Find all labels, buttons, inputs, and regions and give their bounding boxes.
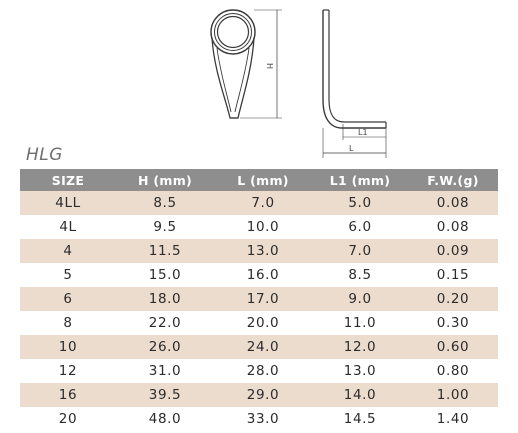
cell-l1: 14.5 <box>312 407 408 431</box>
table-row: 4LL 8.5 7.0 5.0 0.08 <box>20 191 498 215</box>
cell-size: 4L <box>20 215 116 239</box>
table-row: 16 39.5 29.0 14.0 1.00 <box>20 383 498 407</box>
cell-h: 18.0 <box>116 287 214 311</box>
h-dimension-label: H <box>265 63 274 69</box>
cell-fw: 0.08 <box>408 191 498 215</box>
header-size: SIZE <box>20 169 116 191</box>
cell-h: 11.5 <box>116 239 214 263</box>
cell-size: 10 <box>20 335 116 359</box>
table-row: 4 11.5 13.0 7.0 0.09 <box>20 239 498 263</box>
cell-h: 22.0 <box>116 311 214 335</box>
cell-h: 26.0 <box>116 335 214 359</box>
cell-size: 16 <box>20 383 116 407</box>
cell-l: 10.0 <box>214 215 312 239</box>
cell-fw: 0.20 <box>408 287 498 311</box>
cell-size: 6 <box>20 287 116 311</box>
table-row: 20 48.0 33.0 14.5 1.40 <box>20 407 498 431</box>
cell-fw: 0.60 <box>408 335 498 359</box>
table-row: 12 31.0 28.0 13.0 0.80 <box>20 359 498 383</box>
cell-l: 24.0 <box>214 335 312 359</box>
cell-h: 8.5 <box>116 191 214 215</box>
cell-l1: 8.5 <box>312 263 408 287</box>
table-row: 8 22.0 20.0 11.0 0.30 <box>20 311 498 335</box>
side-view <box>322 9 387 158</box>
l-dimension-label: L <box>349 144 354 153</box>
cell-size: 20 <box>20 407 116 431</box>
header-l: L (mm) <box>214 169 312 191</box>
cell-l1: 13.0 <box>312 359 408 383</box>
cell-fw: 1.40 <box>408 407 498 431</box>
cell-l1: 12.0 <box>312 335 408 359</box>
l1-dimension-label: L1 <box>358 128 368 137</box>
cell-l: 33.0 <box>214 407 312 431</box>
table-row: 5 15.0 16.0 8.5 0.15 <box>20 263 498 287</box>
table-row: 10 26.0 24.0 12.0 0.60 <box>20 335 498 359</box>
cell-h: 9.5 <box>116 215 214 239</box>
table-header-row: SIZE H (mm) L (mm) L1 (mm) F.W.(g) <box>20 169 498 191</box>
header-fw: F.W.(g) <box>408 169 498 191</box>
cell-l1: 6.0 <box>312 215 408 239</box>
cell-fw: 0.08 <box>408 215 498 239</box>
table-row: 6 18.0 17.0 9.0 0.20 <box>20 287 498 311</box>
cell-h: 15.0 <box>116 263 214 287</box>
guide-diagram: H L1 L <box>210 9 387 158</box>
cell-l: 16.0 <box>214 263 312 287</box>
cell-fw: 0.09 <box>408 239 498 263</box>
cell-l: 17.0 <box>214 287 312 311</box>
cell-fw: 1.00 <box>408 383 498 407</box>
cell-l1: 5.0 <box>312 191 408 215</box>
cell-l1: 7.0 <box>312 239 408 263</box>
cell-l1: 11.0 <box>312 311 408 335</box>
cell-size: 5 <box>20 263 116 287</box>
cell-l1: 9.0 <box>312 287 408 311</box>
cell-h: 31.0 <box>116 359 214 383</box>
cell-l: 20.0 <box>214 311 312 335</box>
cell-l: 28.0 <box>214 359 312 383</box>
header-h: H (mm) <box>116 169 214 191</box>
cell-l: 29.0 <box>214 383 312 407</box>
cell-size: 4LL <box>20 191 116 215</box>
cell-fw: 0.15 <box>408 263 498 287</box>
table-title: HLG <box>26 145 63 165</box>
header-l1: L1 (mm) <box>312 169 408 191</box>
front-view <box>210 9 282 119</box>
cell-l: 7.0 <box>214 191 312 215</box>
cell-h: 39.5 <box>116 383 214 407</box>
cell-size: 4 <box>20 239 116 263</box>
cell-l: 13.0 <box>214 239 312 263</box>
table-row: 4L 9.5 10.0 6.0 0.08 <box>20 215 498 239</box>
cell-size: 8 <box>20 311 116 335</box>
cell-l1: 14.0 <box>312 383 408 407</box>
cell-fw: 0.30 <box>408 311 498 335</box>
cell-fw: 0.80 <box>408 359 498 383</box>
cell-h: 48.0 <box>116 407 214 431</box>
size-table: SIZE H (mm) L (mm) L1 (mm) F.W.(g) 4LL 8… <box>20 169 498 431</box>
cell-size: 12 <box>20 359 116 383</box>
